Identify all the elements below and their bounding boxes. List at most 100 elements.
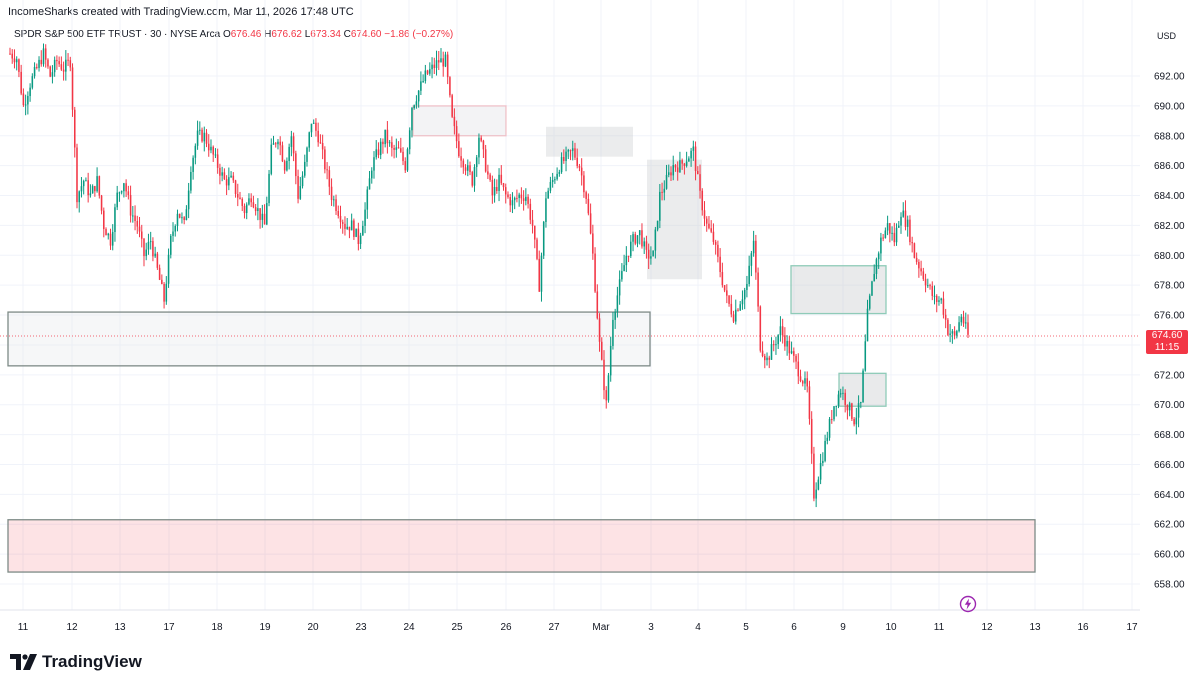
candle-body bbox=[449, 77, 451, 96]
lightning-icon[interactable] bbox=[959, 595, 977, 613]
price-tick-label: 686.00 bbox=[1154, 161, 1185, 172]
candle-body bbox=[170, 235, 172, 255]
candle-body bbox=[341, 222, 344, 224]
candle-body bbox=[587, 198, 590, 214]
candle-body bbox=[688, 158, 690, 162]
candle-body bbox=[125, 183, 127, 192]
candle-body bbox=[822, 460, 824, 463]
candle-body bbox=[223, 172, 226, 180]
candle-body bbox=[42, 48, 45, 65]
currency-label[interactable]: USD bbox=[1157, 31, 1177, 41]
candle-body bbox=[732, 314, 735, 322]
candle-body bbox=[487, 171, 489, 175]
candle-body bbox=[864, 341, 867, 371]
candle-body bbox=[692, 146, 695, 151]
candle-body bbox=[947, 319, 949, 335]
candle-body bbox=[797, 361, 800, 377]
candle-body bbox=[330, 186, 333, 200]
candle-body bbox=[605, 390, 608, 401]
time-axis-ticks: 11 12 13 17 18 19 20 23 24 25 26 27 Mar 3 4 5 6 9 10 11 12 13… bbox=[18, 622, 1138, 633]
candle-body bbox=[469, 165, 471, 173]
candle-body bbox=[665, 174, 668, 189]
candle-body bbox=[851, 403, 853, 419]
candle-body bbox=[44, 48, 47, 60]
tradingview-logo[interactable]: TradingView bbox=[10, 652, 142, 672]
candle-body bbox=[784, 335, 786, 347]
candle-body bbox=[560, 156, 563, 173]
candle-body bbox=[437, 60, 440, 63]
candle-body bbox=[344, 223, 346, 229]
time-tick-label: 6 bbox=[791, 622, 797, 633]
candle-body bbox=[529, 203, 532, 220]
candle-body bbox=[835, 405, 838, 407]
candle-body bbox=[723, 285, 726, 291]
candle-body bbox=[478, 137, 480, 158]
candle-body bbox=[49, 66, 51, 77]
candle-body bbox=[274, 143, 277, 145]
candle-body bbox=[254, 207, 257, 212]
candle-body bbox=[60, 64, 63, 70]
candle-body bbox=[580, 167, 583, 176]
attribution-text: IncomeSharks created with TradingView.co… bbox=[8, 6, 354, 18]
candle-body bbox=[904, 210, 907, 227]
candle-body bbox=[308, 132, 311, 148]
candle-body bbox=[221, 172, 223, 176]
candle-body bbox=[656, 220, 659, 230]
candle-body bbox=[9, 53, 11, 55]
candle-body bbox=[875, 259, 878, 274]
candle-body bbox=[252, 202, 255, 208]
candle-body bbox=[779, 326, 782, 336]
candle-body bbox=[761, 350, 764, 356]
candle-body bbox=[567, 150, 570, 152]
candle-body bbox=[911, 242, 913, 244]
candle-body bbox=[27, 96, 29, 105]
candle-body bbox=[156, 253, 159, 268]
candle-body bbox=[190, 171, 192, 191]
candle-body bbox=[453, 116, 456, 127]
candle-body bbox=[717, 244, 719, 257]
candle-body bbox=[377, 149, 380, 156]
candle-body bbox=[748, 265, 750, 284]
candle-body bbox=[817, 479, 820, 490]
last-price-value: 674.60 bbox=[1151, 330, 1183, 341]
candle-body bbox=[138, 226, 141, 232]
time-tick-label: 13 bbox=[114, 622, 126, 633]
candle-body bbox=[348, 226, 351, 231]
candle-body bbox=[781, 326, 784, 336]
candle-body bbox=[842, 392, 844, 394]
candle-body bbox=[393, 147, 395, 150]
candle-body bbox=[545, 198, 547, 222]
candle-body bbox=[460, 156, 462, 161]
price-tick-label: 684.00 bbox=[1154, 191, 1185, 202]
candle-body bbox=[826, 437, 829, 441]
candle-body bbox=[411, 108, 413, 131]
candle-body bbox=[549, 181, 552, 191]
candle-body bbox=[719, 256, 721, 273]
candle-body bbox=[98, 176, 101, 196]
candle-body bbox=[897, 225, 900, 228]
price-tick-label: 678.00 bbox=[1154, 281, 1185, 292]
candle-body bbox=[368, 178, 371, 190]
candle-body bbox=[659, 191, 661, 221]
candle-body bbox=[205, 132, 208, 144]
candle-body bbox=[538, 258, 541, 292]
candle-body bbox=[420, 81, 422, 91]
candle-body bbox=[741, 299, 744, 305]
candle-body bbox=[22, 93, 25, 106]
candle-body bbox=[132, 215, 134, 217]
candle-body bbox=[511, 200, 514, 206]
candle-body bbox=[721, 272, 724, 286]
price-tick-label: 662.00 bbox=[1154, 520, 1185, 531]
candle-body bbox=[563, 156, 565, 161]
candle-body bbox=[768, 357, 771, 360]
candle-body bbox=[496, 187, 498, 191]
candle-body bbox=[638, 230, 641, 236]
candle-body bbox=[78, 191, 81, 203]
candle-body bbox=[551, 180, 554, 182]
candle-body bbox=[127, 191, 130, 196]
candle-body bbox=[143, 238, 145, 257]
candle-body bbox=[819, 462, 822, 480]
candle-body bbox=[337, 210, 340, 216]
candle-body bbox=[585, 192, 587, 199]
